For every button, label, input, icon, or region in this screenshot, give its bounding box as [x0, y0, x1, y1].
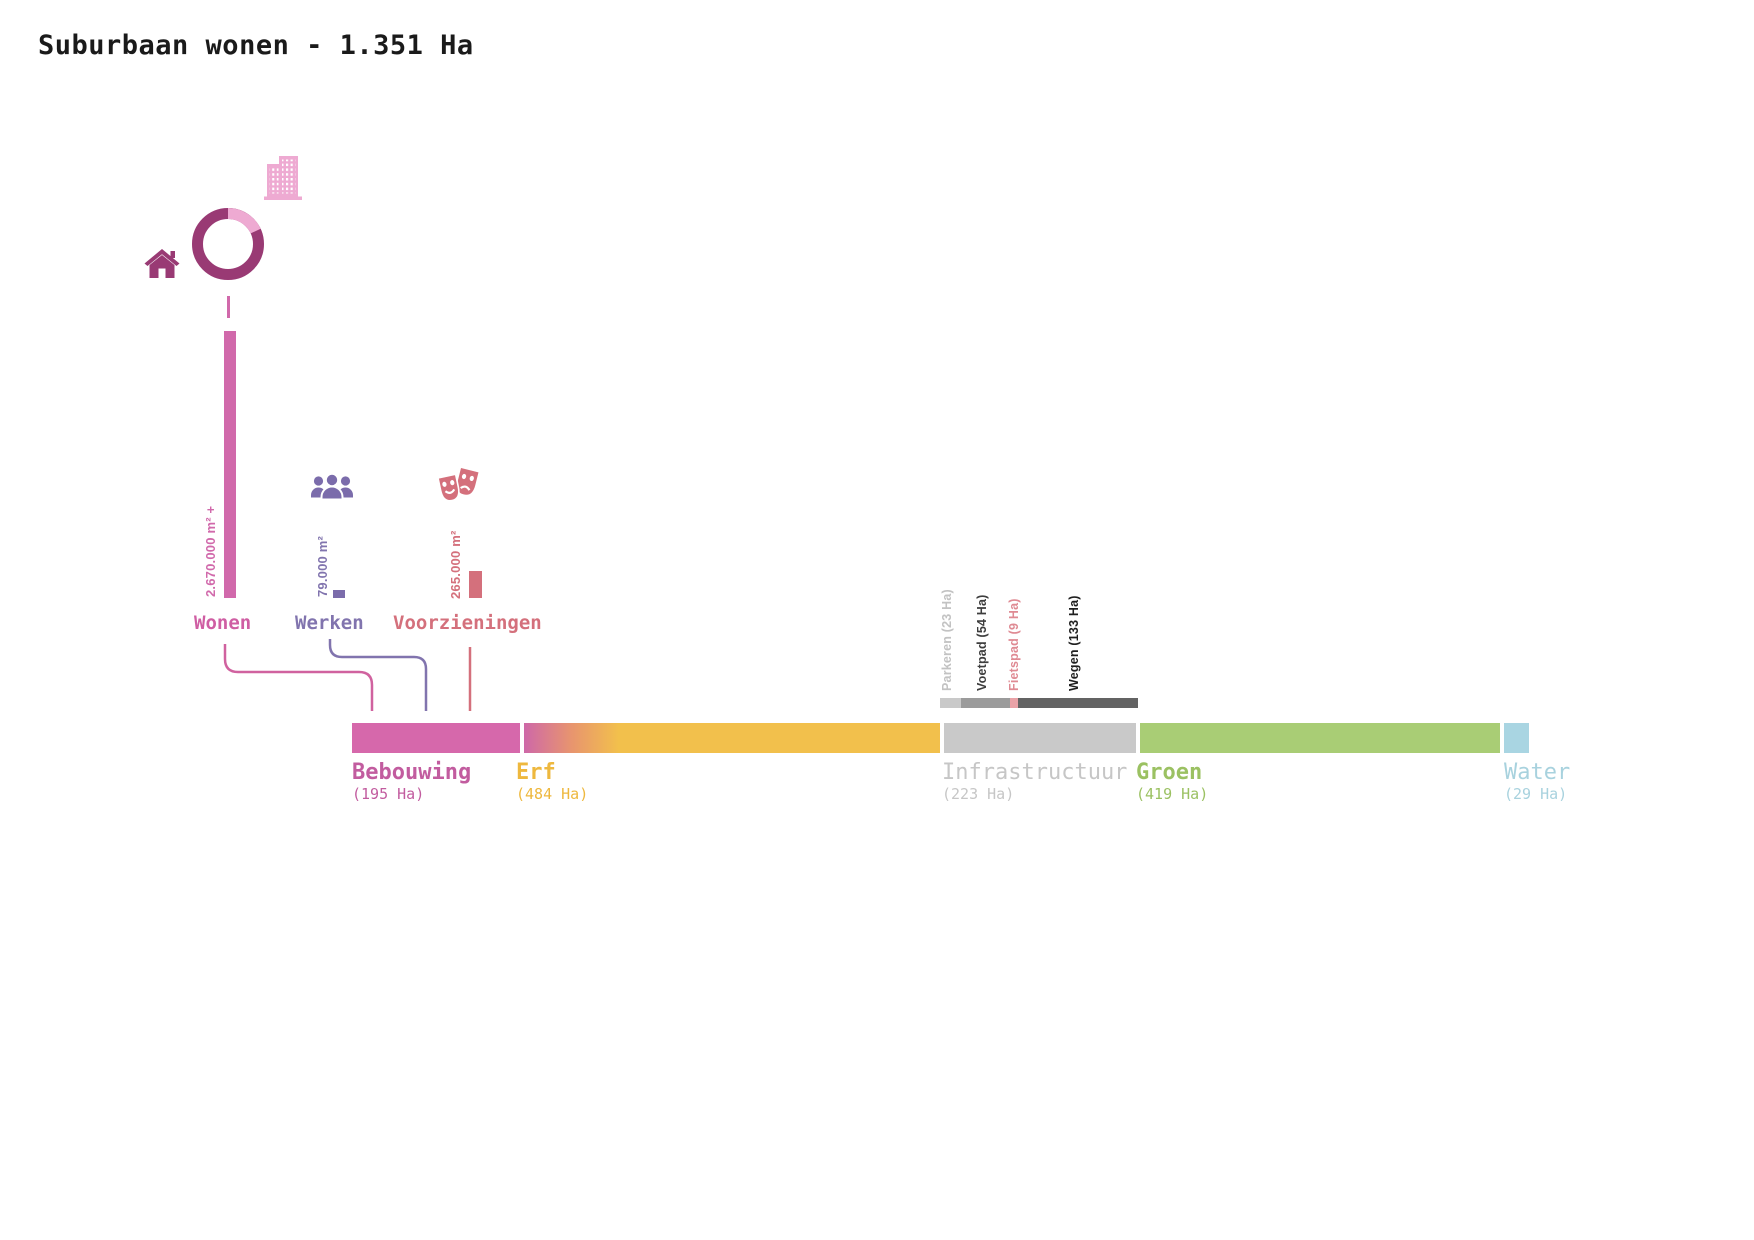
- groen-area: (419 Ha): [1136, 785, 1209, 803]
- voorzieningen-label: Voorzieningen: [393, 612, 542, 634]
- water-label-group: Water (29 Ha): [1504, 760, 1570, 803]
- parkeren-segment: [940, 698, 961, 708]
- water-segment: [1504, 723, 1529, 753]
- werken-value-label: 79.000 m²: [315, 535, 330, 597]
- water-label: Water: [1504, 760, 1571, 785]
- infrastructuur-label-group: Infrastructuur (223 Ha): [942, 760, 1127, 803]
- bebouwing-label: Bebouwing: [352, 760, 472, 785]
- groen-segment: [1139, 723, 1501, 753]
- voorzieningen-bar: [469, 571, 482, 598]
- infrastructuur-label: Infrastructuur: [942, 760, 1128, 785]
- bebouwing-segment: [352, 723, 520, 753]
- housing-donut-chart: [192, 208, 264, 280]
- apartment-building-icon: [264, 156, 302, 200]
- groen-label: Groen: [1136, 760, 1203, 785]
- wegen-segment: [1017, 698, 1139, 708]
- fietspad-segment: [1009, 698, 1018, 708]
- people-group-icon: [311, 472, 353, 501]
- theater-masks-icon: [437, 468, 479, 502]
- wegen-label: Wegen (133 Ha): [1067, 595, 1081, 691]
- erf-segment: [523, 723, 940, 753]
- voorzieningen-value-label: 265.000 m²: [448, 530, 463, 600]
- donut-ring-light-segment: [227, 208, 261, 234]
- parkeren-label: Parkeren (23 Ha): [940, 589, 954, 691]
- infrastructure-breakdown-bar: [940, 698, 1139, 708]
- infrastructuur-area: (223 Ha): [942, 785, 1015, 803]
- werken-label: Werken: [295, 612, 364, 634]
- water-area: (29 Ha): [1504, 785, 1568, 803]
- erf-label-group: Erf (484 Ha): [516, 760, 588, 803]
- groen-label-group: Groen (419 Ha): [1136, 760, 1208, 803]
- bebouwing-area: (195 Ha): [352, 785, 425, 803]
- house-icon: [144, 249, 180, 278]
- erf-area: (484 Ha): [516, 785, 589, 803]
- voetpad-label: Voetpad (54 Ha): [975, 594, 989, 691]
- wonen-connector-line: [223, 644, 374, 711]
- werken-connector-line: [328, 639, 428, 711]
- wonen-label: Wonen: [194, 612, 252, 634]
- bebouwing-label-group: Bebouwing (195 Ha): [352, 760, 471, 803]
- bar-truncation-stub: [227, 296, 230, 318]
- fietspad-label: Fietspad (9 Ha): [1007, 598, 1021, 691]
- wonen-bar: [224, 331, 236, 598]
- land-use-stacked-bar: [352, 723, 1529, 753]
- erf-label: Erf: [516, 760, 556, 785]
- infrastructuur-segment: [943, 723, 1136, 753]
- page-title: Suburbaan wonen - 1.351 Ha: [38, 30, 474, 61]
- werken-bar: [333, 590, 345, 598]
- voetpad-segment: [960, 698, 1010, 708]
- wonen-value-label: 2.670.000 m² +: [203, 505, 218, 597]
